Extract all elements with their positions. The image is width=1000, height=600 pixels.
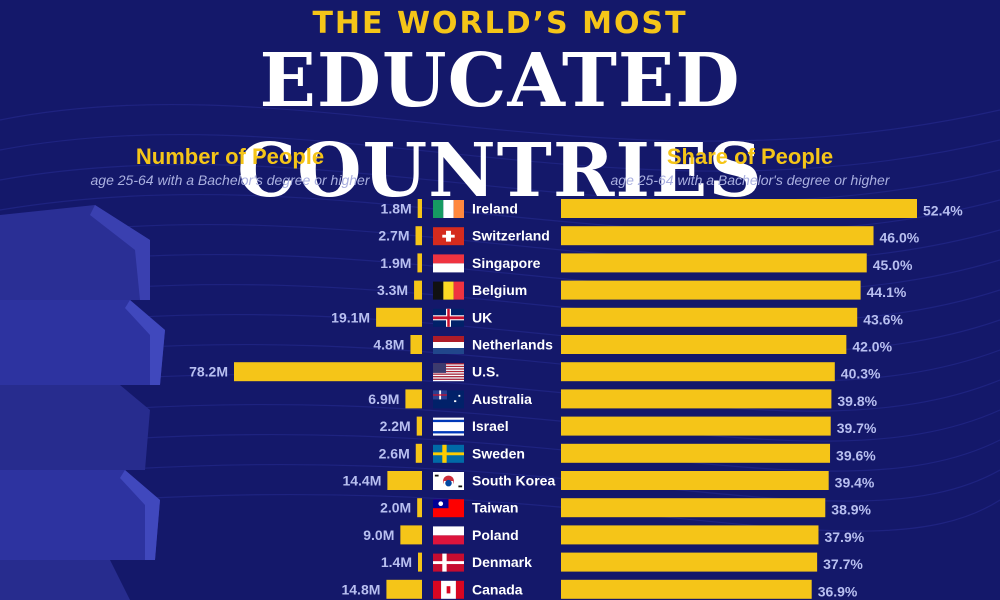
right-value-label: 38.9% bbox=[831, 502, 871, 518]
right-bar bbox=[561, 280, 861, 300]
right-bar bbox=[561, 253, 867, 273]
kicker-text: THE WORLD’S MOST bbox=[312, 6, 688, 41]
left-bar bbox=[415, 443, 422, 463]
flag-south-korea-icon bbox=[433, 472, 464, 490]
right-value-label: 42.0% bbox=[852, 339, 892, 355]
country-label: Singapore bbox=[472, 255, 541, 271]
left-value-label: 2.0M bbox=[380, 500, 411, 516]
right-bar bbox=[561, 443, 831, 463]
country-label: Belgium bbox=[472, 282, 527, 298]
country-label: Australia bbox=[472, 391, 532, 407]
flag-australia-icon bbox=[433, 390, 464, 409]
left-bar bbox=[418, 552, 422, 572]
right-value-label: 36.9% bbox=[818, 583, 858, 599]
country-label: Denmark bbox=[472, 554, 532, 570]
right-bar bbox=[561, 362, 835, 382]
flag-israel-icon bbox=[433, 417, 464, 436]
left-bar bbox=[386, 579, 422, 599]
right-value-label: 39.4% bbox=[835, 475, 875, 491]
left-value-label: 14.4M bbox=[342, 473, 381, 489]
right-bar bbox=[561, 199, 917, 218]
right-value-label: 39.7% bbox=[837, 420, 877, 436]
left-bar bbox=[416, 416, 422, 436]
flag-taiwan-icon bbox=[433, 499, 464, 518]
country-label: Taiwan bbox=[472, 500, 518, 516]
left-value-label: 14.8M bbox=[341, 581, 380, 597]
left-value-label: 9.0M bbox=[363, 527, 394, 543]
left-value-label: 2.2M bbox=[380, 418, 411, 434]
left-value-label: 19.1M bbox=[331, 309, 370, 325]
right-bar bbox=[561, 307, 858, 327]
left-column-title: Number of People bbox=[135, 144, 325, 169]
flag-uk-icon bbox=[433, 308, 464, 327]
left-bar bbox=[387, 471, 422, 490]
right-value-label: 45.0% bbox=[873, 257, 913, 273]
flag-singapore-icon bbox=[433, 254, 464, 273]
left-value-label: 2.7M bbox=[378, 228, 409, 244]
right-bar bbox=[561, 335, 847, 354]
country-label: Netherlands bbox=[472, 337, 553, 353]
right-bar bbox=[561, 226, 874, 246]
country-label: South Korea bbox=[472, 473, 555, 489]
left-value-label: 1.8M bbox=[381, 201, 412, 217]
country-label: Canada bbox=[472, 581, 523, 597]
country-label: Sweden bbox=[472, 445, 525, 461]
right-bar bbox=[561, 389, 832, 409]
right-value-label: 39.8% bbox=[837, 393, 877, 409]
flag-sweden-icon bbox=[433, 444, 464, 463]
right-value-label: 44.1% bbox=[867, 284, 907, 300]
left-bar bbox=[417, 253, 422, 273]
country-label: U.S. bbox=[472, 364, 499, 380]
left-value-label: 1.4M bbox=[381, 554, 412, 570]
left-value-label: 2.6M bbox=[379, 445, 410, 461]
right-bar bbox=[561, 552, 818, 572]
right-bar bbox=[561, 471, 829, 490]
country-label: Switzerland bbox=[472, 228, 550, 244]
flag-denmark-icon bbox=[433, 553, 464, 572]
right-column-title: Share of People bbox=[666, 144, 834, 169]
left-bar bbox=[405, 389, 422, 409]
right-value-label: 40.3% bbox=[841, 366, 881, 382]
country-label: Israel bbox=[472, 418, 509, 434]
flag-belgium-icon bbox=[433, 281, 464, 300]
right-value-label: 52.4% bbox=[923, 203, 963, 219]
right-value-label: 37.7% bbox=[823, 556, 863, 572]
country-label: Ireland bbox=[472, 201, 518, 217]
left-value-label: 1.9M bbox=[380, 255, 411, 271]
left-bar bbox=[415, 226, 422, 246]
left-column-subtitle: age 25-64 with a Bachelor's degree or hi… bbox=[90, 172, 370, 188]
flag-ireland-icon bbox=[433, 200, 464, 218]
flag-switzerland-icon bbox=[433, 227, 464, 246]
right-column-subtitle: age 25-64 with a Bachelor's degree or hi… bbox=[610, 172, 890, 188]
right-value-label: 39.6% bbox=[836, 447, 876, 463]
left-bar bbox=[414, 280, 422, 300]
right-bar bbox=[561, 525, 819, 545]
flag-canada-icon bbox=[433, 580, 464, 599]
left-value-label: 6.9M bbox=[368, 391, 399, 407]
books-illustration bbox=[0, 205, 165, 600]
flag-poland-icon bbox=[433, 526, 464, 545]
left-bar bbox=[234, 362, 422, 382]
flag-netherlands-icon bbox=[433, 336, 464, 354]
right-bar bbox=[561, 416, 831, 436]
right-value-label: 43.6% bbox=[863, 311, 903, 327]
left-value-label: 4.8M bbox=[373, 337, 404, 353]
left-bar bbox=[417, 498, 422, 518]
right-value-label: 37.9% bbox=[824, 529, 864, 545]
flag-us-icon bbox=[433, 363, 464, 382]
left-value-label: 78.2M bbox=[189, 364, 228, 380]
left-bar bbox=[417, 199, 422, 218]
country-label: UK bbox=[472, 309, 492, 325]
left-bar bbox=[400, 525, 422, 545]
left-bar bbox=[410, 335, 422, 354]
country-label: Poland bbox=[472, 527, 519, 543]
left-value-label: 3.3M bbox=[377, 282, 408, 298]
right-value-label: 46.0% bbox=[880, 230, 920, 246]
right-bar bbox=[561, 498, 826, 518]
right-bar bbox=[561, 579, 812, 599]
left-bar bbox=[376, 307, 422, 327]
